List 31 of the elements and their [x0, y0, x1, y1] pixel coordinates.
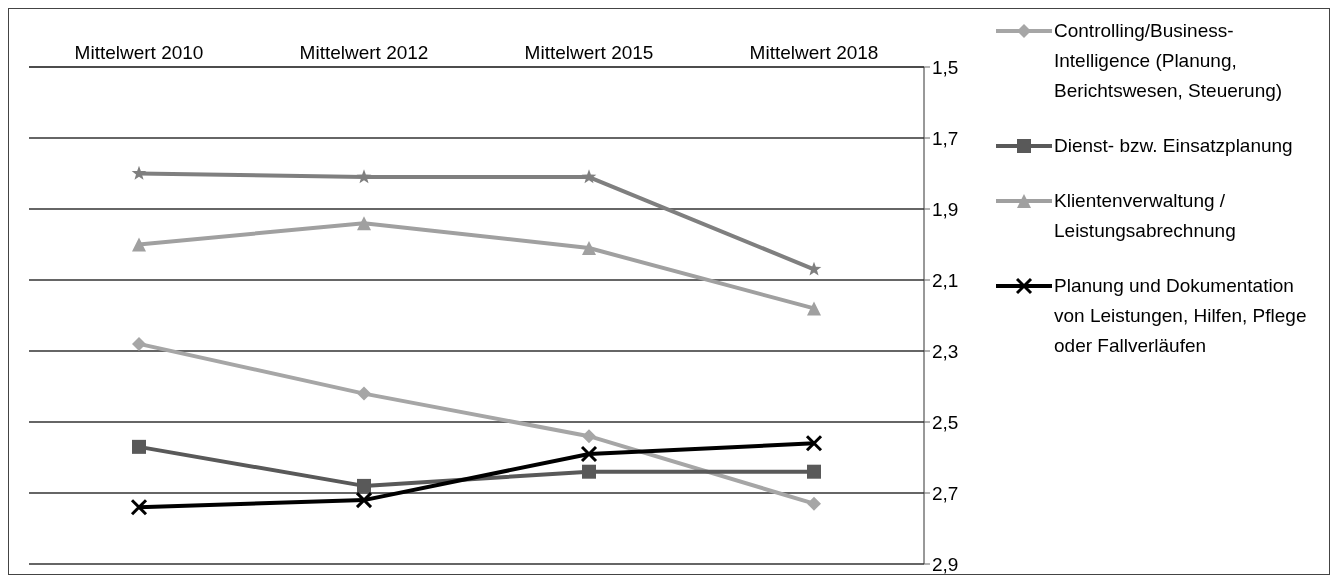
legend-label: Klientenverwaltung / Leistungsabrechnung: [1054, 189, 1237, 243]
y-tick-label: 2,9: [932, 553, 959, 575]
y-tick-label: 1,5: [932, 56, 959, 78]
y-tick-label: 1,9: [932, 198, 959, 220]
x-tick-label: Mittelwert 2018: [749, 42, 879, 63]
point: [356, 169, 372, 184]
point: [807, 301, 821, 316]
point: [582, 241, 596, 256]
point: [132, 237, 146, 252]
x-tick-label: Mittelwert 2012: [299, 42, 429, 63]
legend-label: Dienst- bzw. Einsatzplanung: [1054, 134, 1293, 158]
point: [582, 429, 596, 444]
point: [131, 165, 147, 180]
y-tick-label: 2,1: [932, 269, 959, 291]
x-tick-label: Mittelwert 2010: [74, 42, 204, 63]
x-tick-label: Mittelwert 2015: [524, 42, 654, 63]
y-tick-label: 2,7: [932, 482, 959, 504]
point: [357, 478, 371, 493]
y-tick-label: 2,3: [932, 340, 959, 362]
point: [807, 496, 821, 511]
y-tick-label: 1,7: [932, 127, 959, 149]
point: [132, 336, 146, 351]
point: [357, 386, 371, 401]
point: [807, 464, 821, 479]
legend-label: Controlling/Business-Intelligence (Planung, Berichtswesen, Steuerung): [1054, 19, 1284, 103]
y-tick-label: 2,5: [932, 411, 959, 433]
point: [581, 169, 597, 184]
point: [132, 439, 146, 454]
point: [357, 216, 371, 231]
legend-label: Planung und Dokumentation von Leistungen, Hilfen, Pflege oder Fallverläufen: [1054, 274, 1308, 358]
point: [582, 464, 596, 479]
